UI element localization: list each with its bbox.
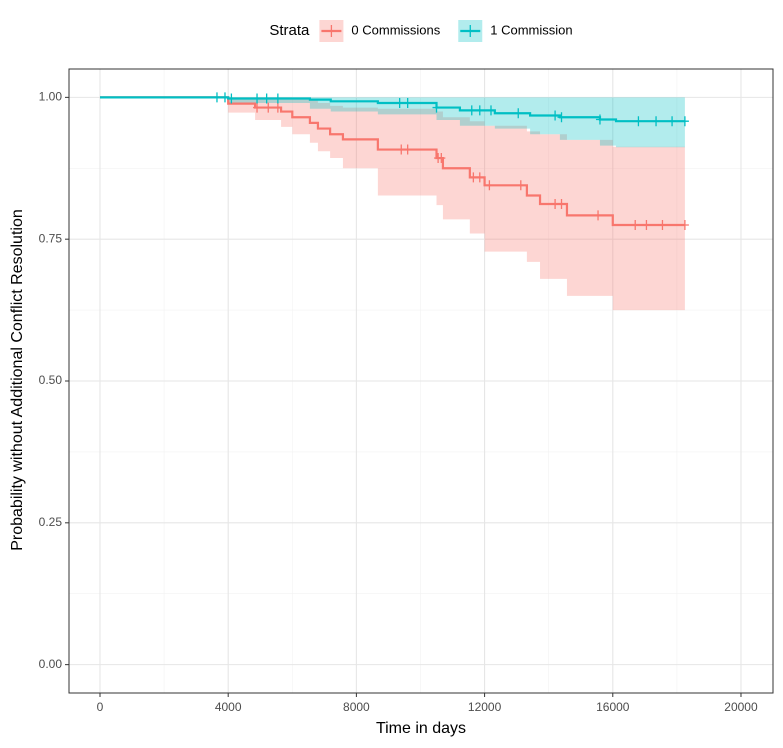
censor-mark [680, 220, 689, 230]
censor-mark [220, 92, 229, 103]
y-tick-label: 0.75 [39, 231, 63, 245]
censor-mark [403, 144, 412, 155]
censor-mark [486, 105, 495, 116]
x-tick-label: 16000 [596, 700, 630, 714]
censor-mark [403, 98, 412, 109]
censor-mark [658, 220, 667, 230]
censor-mark [485, 180, 494, 191]
censor-mark [668, 116, 677, 127]
survival-line [99, 96, 685, 227]
censor-mark [437, 153, 446, 164]
confidence-band [99, 97, 685, 148]
censor-mark [432, 102, 441, 113]
censor-mark [652, 116, 661, 127]
x-tick-label: 4000 [215, 700, 242, 714]
censor-mark [273, 93, 282, 104]
censor-mark [273, 102, 282, 113]
censor-mark [212, 92, 221, 103]
censor-mark [227, 93, 236, 104]
y-axis-title: Probability without Additional Conflict … [9, 209, 26, 551]
censor-mark [551, 110, 560, 121]
censor-mark [262, 93, 271, 104]
censor-mark [395, 98, 404, 109]
y-tick-label: 0.50 [39, 373, 63, 387]
legend-title: Strata [269, 22, 310, 39]
censor-mark [467, 105, 476, 116]
censor-mark [642, 220, 651, 230]
confidence-band [99, 97, 685, 311]
y-tick-label: 1.00 [39, 90, 63, 104]
x-tick-label: 0 [97, 700, 104, 714]
legend-label: 1 Commission [490, 22, 572, 37]
x-tick-label: 12000 [468, 700, 502, 714]
censor-mark [264, 102, 273, 113]
censor-mark [253, 93, 262, 104]
censor-mark [594, 210, 603, 221]
censor-mark [557, 199, 566, 210]
censor-mark [631, 220, 640, 230]
legend-label: 0 Commissions [351, 22, 440, 37]
censor-mark [475, 105, 484, 116]
x-axis-title: Time in days [376, 720, 466, 737]
censor-mark [253, 102, 262, 113]
y-tick-label: 0.25 [39, 515, 63, 529]
x-tick-label: 8000 [343, 700, 370, 714]
censor-mark [475, 172, 484, 183]
y-tick-label: 0.00 [39, 657, 63, 671]
censor-mark [634, 116, 643, 127]
censor-mark [557, 112, 566, 123]
panel-border [68, 68, 774, 694]
censor-mark [516, 180, 525, 191]
censor-mark [595, 114, 604, 125]
censor-mark [514, 108, 523, 119]
x-tick-label: 20000 [724, 700, 758, 714]
legend: Strata 0 Commissions 1 Commission [269, 20, 573, 42]
censor-mark [680, 116, 689, 127]
